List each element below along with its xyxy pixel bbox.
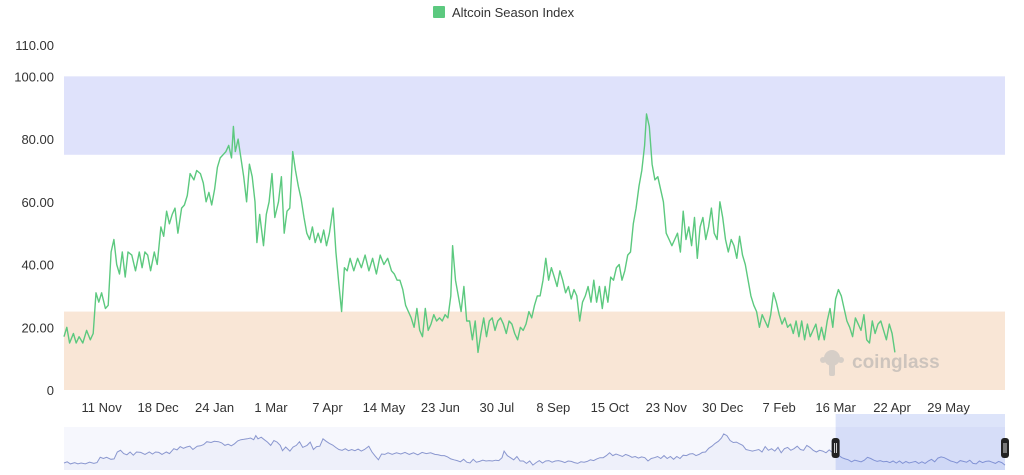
y-tick-label: 0 bbox=[47, 383, 54, 398]
legend-swatch bbox=[433, 6, 445, 18]
x-tick-label: 11 Nov bbox=[82, 400, 123, 415]
legend[interactable]: Altcoin Season Index bbox=[433, 5, 575, 20]
x-tick-label: 1 Mar bbox=[254, 400, 288, 415]
x-tick-label: 29 May bbox=[927, 400, 970, 415]
x-tick-label: 15 Oct bbox=[591, 400, 630, 415]
y-tick-label: 40.00 bbox=[21, 258, 54, 273]
y-tick-label: 20.00 bbox=[21, 320, 54, 335]
threshold-bands bbox=[64, 76, 1005, 390]
y-tick-label: 110.00 bbox=[15, 38, 54, 53]
x-tick-label: 30 Dec bbox=[702, 400, 744, 415]
x-tick-label: 7 Feb bbox=[763, 400, 796, 415]
x-tick-label: 8 Sep bbox=[536, 400, 570, 415]
coinglass-logo-icon bbox=[820, 350, 844, 376]
x-tick-label: 23 Jun bbox=[421, 400, 460, 415]
y-tick-label: 60.00 bbox=[21, 195, 54, 210]
y-tick-label: 80.00 bbox=[21, 132, 54, 147]
x-tick-label: 22 Apr bbox=[873, 400, 911, 415]
bitcoin-season-band bbox=[64, 311, 1005, 390]
x-tick-label: 14 May bbox=[363, 400, 406, 415]
range-navigator[interactable] bbox=[63, 414, 1009, 470]
y-tick-label: 100.00 bbox=[14, 69, 54, 84]
altcoin-season-band bbox=[64, 76, 1005, 155]
x-axis: 11 Nov 18 Dec 24 Jan 1 Mar 7 Apr 14 May 23 Jun… bbox=[82, 400, 971, 415]
x-tick-label: 30 Jul bbox=[480, 400, 515, 415]
navigator-handle-right[interactable] bbox=[1001, 438, 1009, 458]
navigator-selection[interactable] bbox=[835, 414, 1005, 470]
x-tick-label: 23 Nov bbox=[646, 400, 688, 415]
navigator-handle-left[interactable] bbox=[831, 438, 840, 458]
watermark-text: coinglass bbox=[852, 352, 940, 373]
x-tick-label: 18 Dec bbox=[137, 400, 179, 415]
navigator-line bbox=[63, 433, 1006, 466]
navigator-area bbox=[64, 433, 1005, 470]
coinglass-watermark: coinglass bbox=[820, 350, 940, 376]
legend-label: Altcoin Season Index bbox=[452, 5, 575, 20]
x-tick-label: 24 Jan bbox=[195, 400, 234, 415]
x-tick-label: 7 Apr bbox=[312, 400, 343, 415]
x-tick-label: 16 Mar bbox=[815, 400, 856, 415]
series-layer bbox=[63, 113, 896, 354]
y-axis: 0 20.00 40.00 60.00 80.00 100.00 110.00 bbox=[14, 38, 54, 398]
series-line bbox=[63, 113, 896, 354]
